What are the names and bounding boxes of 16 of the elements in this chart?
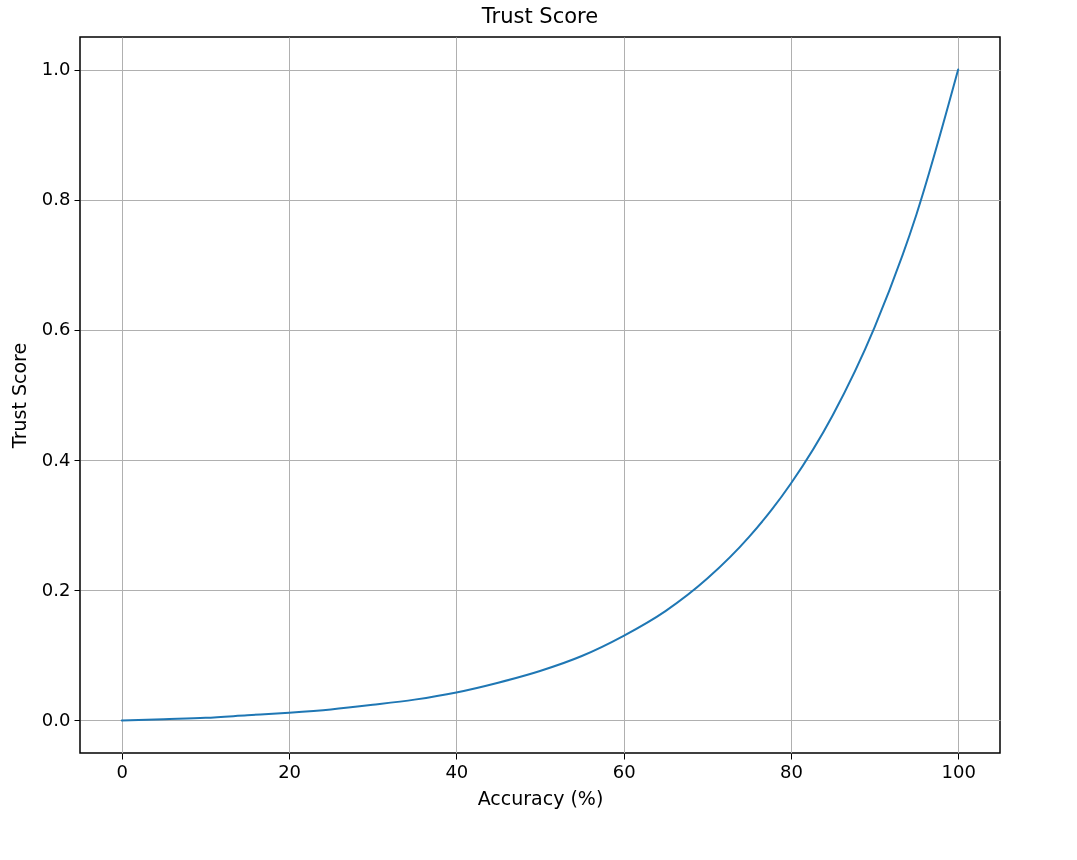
y-tick-label: 0.8: [41, 188, 71, 210]
y-tick-label: 0.6: [41, 318, 71, 340]
x-tick-label: 20: [278, 760, 302, 782]
y-tick-label: 0.4: [41, 448, 71, 470]
x-tick-label: 80: [779, 760, 803, 782]
x-tick-label: 40: [445, 760, 469, 782]
chart-title: Trust Score: [480, 4, 599, 28]
x-tick-label: 60: [612, 760, 636, 782]
y-axis-title: Trust Score: [7, 342, 30, 450]
x-tick-label: 100: [941, 760, 976, 782]
x-axis-title: Accuracy (%): [477, 786, 604, 809]
line-series: [120, 68, 960, 722]
y-tick-label: 0.0: [41, 708, 71, 730]
y-tick-label: 0.2: [41, 578, 71, 600]
y-tick-label: 1.0: [41, 58, 71, 80]
x-tick-label: 0: [116, 760, 129, 782]
